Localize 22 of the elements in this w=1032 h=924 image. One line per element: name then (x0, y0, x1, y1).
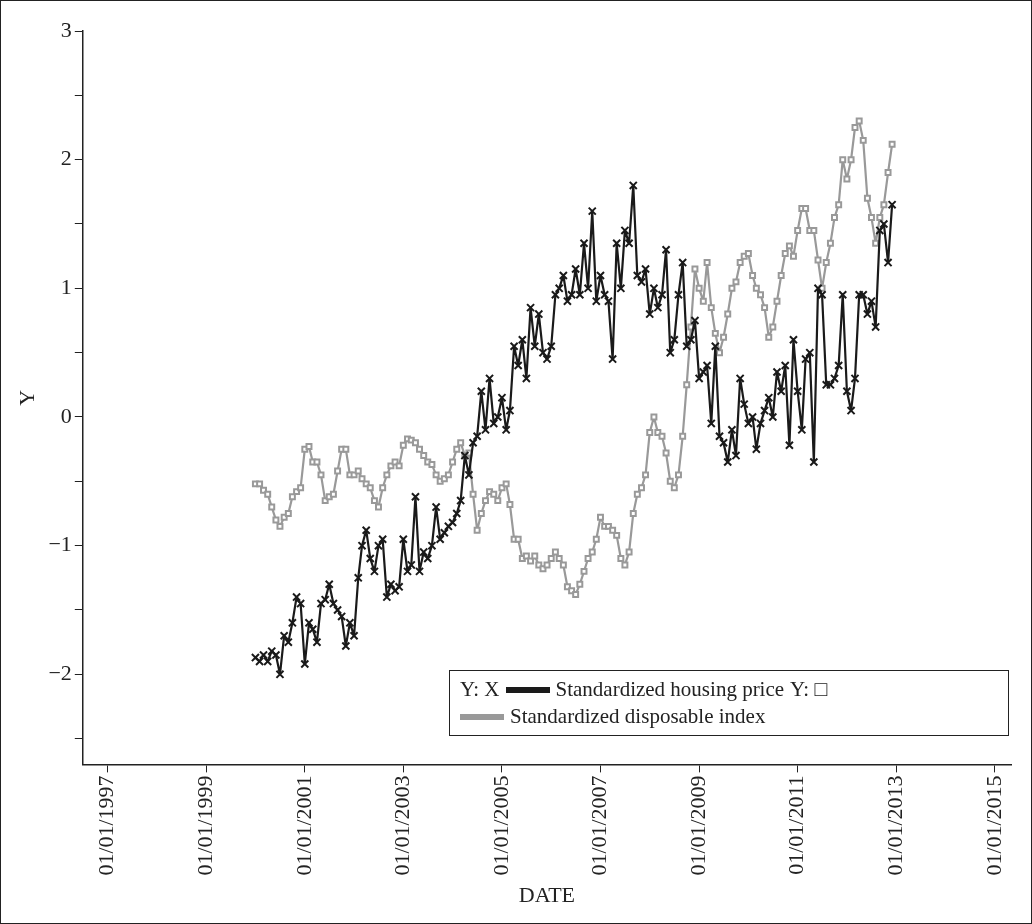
y-tick-label: 0 (60, 402, 72, 428)
x-tick-label: 01/01/2015 (980, 775, 1006, 876)
y-tick-label: −1 (48, 531, 72, 557)
x-tick-label: 01/01/2007 (586, 775, 612, 876)
x-tick-label: 01/01/1997 (93, 775, 119, 876)
annotation: Y: X (460, 677, 500, 703)
x-tick-label: 01/01/2001 (290, 775, 316, 876)
legend-label: Standardized housing price (555, 677, 785, 703)
annotation: Y: □ (790, 677, 828, 703)
y-tick-label: 1 (60, 274, 72, 300)
x-tick-label: 01/01/2009 (684, 775, 710, 876)
x-tick-label: 01/01/2013 (882, 775, 908, 876)
x-axis-title: DATE (518, 881, 576, 907)
legend-label: Standardized disposable index (510, 704, 766, 730)
y-tick-label: 3 (60, 16, 72, 42)
y-tick-label: 2 (60, 145, 72, 171)
x-tick-label: 01/01/2011 (783, 775, 809, 875)
y-axis-title: Y (13, 389, 39, 406)
y-tick-label: −2 (48, 660, 72, 686)
x-tick-label: 01/01/2003 (389, 775, 415, 876)
x-tick-label: 01/01/1999 (191, 775, 217, 876)
x-tick-label: 01/01/2005 (487, 775, 513, 876)
